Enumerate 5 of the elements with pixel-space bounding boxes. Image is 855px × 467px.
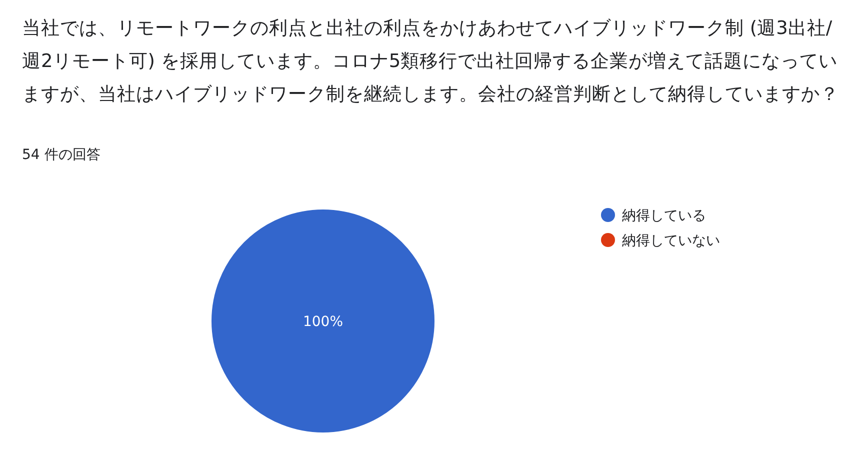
chart-title: 当社では、リモートワークの利点と出社の利点をかけあわせてハイブリッドワーク制 (週3出社/週2リモート可) を採用しています。コロナ5類移行で出社回帰する企業が増えて話題になっていますが、当社はハイブリッドワーク制を継続します。会社の経営判断として納得していますか？ <box>22 17 840 107</box>
legend-label: 納得していない <box>622 233 720 249</box>
legend-label: 納得している <box>622 208 706 224</box>
text: 54 件の回答 <box>22 146 100 164</box>
data-label: 100% <box>302 314 344 330</box>
